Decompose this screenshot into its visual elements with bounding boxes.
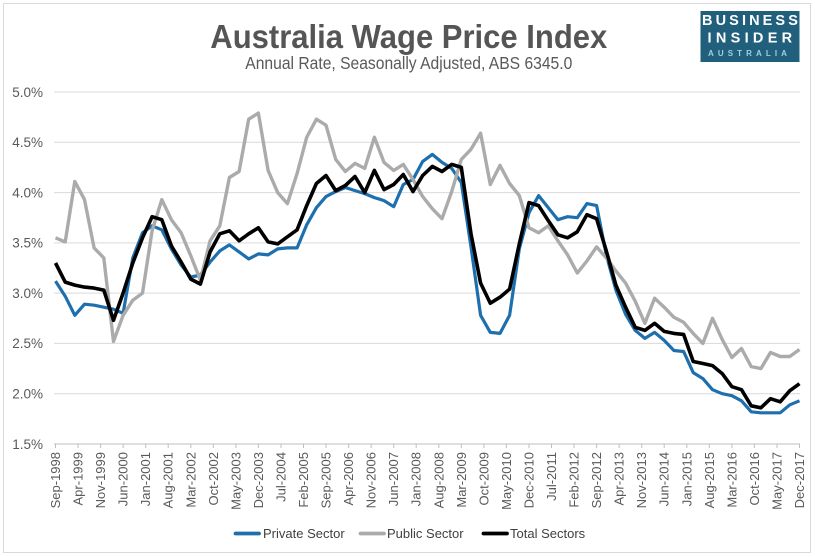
svg-text:Apr-2013: Apr-2013	[612, 452, 627, 505]
svg-text:Feb-2005: Feb-2005	[296, 452, 311, 508]
svg-text:Private Sector: Private Sector	[263, 526, 345, 541]
svg-text:Dec-2010: Dec-2010	[522, 452, 537, 508]
svg-text:Nov-2013: Nov-2013	[634, 452, 649, 508]
svg-text:Jan-2008: Jan-2008	[409, 452, 424, 506]
svg-text:4.0%: 4.0%	[12, 185, 43, 200]
svg-text:Jun-2007: Jun-2007	[386, 452, 401, 506]
svg-text:Dec-2003: Dec-2003	[251, 452, 266, 508]
svg-text:AUSTRALIA: AUSTRALIA	[708, 49, 791, 58]
svg-text:May-2017: May-2017	[770, 452, 785, 510]
svg-text:Apr-2006: Apr-2006	[341, 452, 356, 505]
svg-text:Total Sectors: Total Sectors	[510, 526, 586, 541]
svg-text:Public Sector: Public Sector	[387, 526, 464, 541]
svg-text:Aug-2008: Aug-2008	[431, 452, 446, 508]
svg-text:May-2003: May-2003	[228, 452, 243, 510]
svg-text:3.0%: 3.0%	[12, 286, 43, 301]
svg-text:Nov-2006: Nov-2006	[364, 452, 379, 508]
svg-text:5.0%: 5.0%	[12, 85, 43, 100]
svg-text:BUSINESS: BUSINESS	[702, 13, 801, 29]
svg-text:Aug-2015: Aug-2015	[702, 452, 717, 508]
svg-text:Mar-2002: Mar-2002	[183, 452, 198, 508]
svg-text:Apr-1999: Apr-1999	[71, 452, 86, 505]
svg-text:2.0%: 2.0%	[12, 387, 43, 402]
svg-text:Oct-2016: Oct-2016	[747, 452, 762, 505]
svg-text:Mar-2009: Mar-2009	[454, 452, 469, 508]
svg-text:Jun-2000: Jun-2000	[116, 452, 131, 506]
svg-text:Jul-2004: Jul-2004	[274, 452, 289, 502]
svg-text:2.5%: 2.5%	[12, 336, 43, 351]
svg-text:Jul-2011: Jul-2011	[544, 452, 559, 501]
svg-text:Australia Wage Price Index: Australia Wage Price Index	[210, 18, 608, 55]
svg-text:Annual Rate, Seasonally Adjust: Annual Rate, Seasonally Adjusted, ABS 63…	[245, 53, 572, 73]
svg-text:Sep-2005: Sep-2005	[319, 452, 334, 508]
svg-text:Dec-2017: Dec-2017	[792, 452, 807, 508]
svg-text:Mar-2016: Mar-2016	[724, 452, 739, 508]
svg-text:4.5%: 4.5%	[12, 135, 43, 150]
svg-text:Oct-2009: Oct-2009	[476, 452, 491, 505]
svg-text:3.5%: 3.5%	[12, 236, 43, 251]
svg-text:Aug-2001: Aug-2001	[161, 452, 176, 508]
svg-text:Nov-1999: Nov-1999	[93, 452, 108, 508]
svg-text:Jan-2001: Jan-2001	[138, 452, 153, 506]
svg-text:INSIDER: INSIDER	[708, 31, 797, 47]
svg-text:Jan-2015: Jan-2015	[679, 452, 694, 506]
svg-text:Oct-2002: Oct-2002	[206, 452, 221, 505]
svg-text:Sep-1998: Sep-1998	[48, 452, 63, 508]
svg-text:Sep-2012: Sep-2012	[589, 452, 604, 508]
svg-text:Jun-2014: Jun-2014	[657, 452, 672, 506]
svg-text:1.5%: 1.5%	[12, 437, 43, 452]
svg-text:May-2010: May-2010	[499, 452, 514, 510]
svg-text:Feb-2012: Feb-2012	[567, 452, 582, 508]
